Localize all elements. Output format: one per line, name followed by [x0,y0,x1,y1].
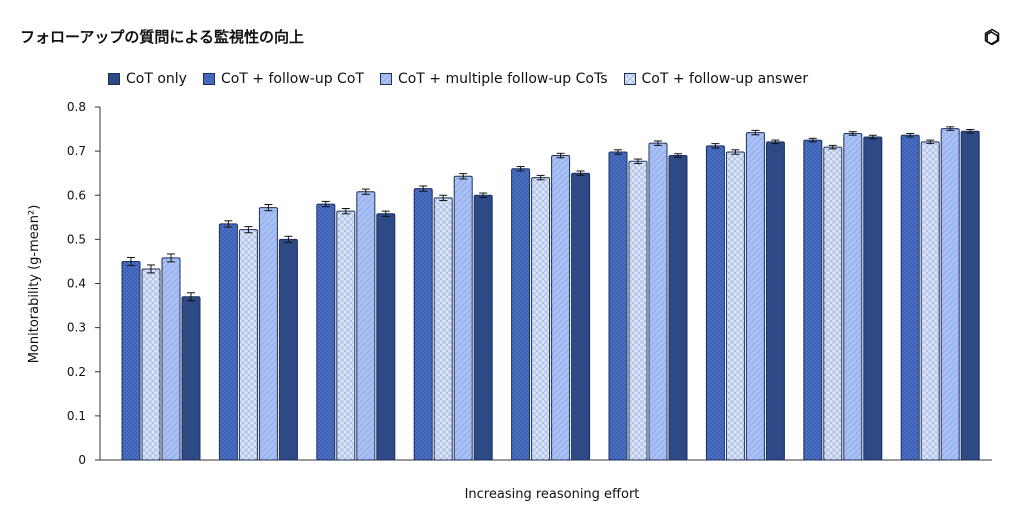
bar-cot_multiple-7 [745,132,765,461]
bar-cot_only-6 [668,155,688,461]
legend-item-cot-only: CoT only [108,71,187,87]
bar-cot_multiple-9 [940,128,960,461]
legend-item-cot-followup: CoT + follow-up CoT [202,71,364,87]
legend-swatch-cot-only [108,73,120,85]
openai-logo-icon [984,28,1000,46]
y-tick-label: 0.2 [67,365,86,379]
bar-cot_only-9 [960,130,980,461]
bar-cot_answer-6 [628,160,648,461]
legend-swatch-cot-answer [623,73,636,85]
bar-cot_multiple-2 [258,207,278,461]
bar-cot_answer-4 [433,197,453,461]
y-tick-label: 0 [78,453,86,467]
bar-cot_answer-3 [336,210,356,461]
chart-legend: CoT only CoT + follow-up CoT CoT + multi… [108,70,824,88]
bar-cot_only-3 [376,213,396,461]
y-axis-label: Monitorability (g-mean²) [27,205,42,364]
bar-cot_multiple-5 [551,155,571,461]
bar-cot_followup-4 [413,188,433,461]
legend-swatch-cot-followup [202,73,215,85]
y-tick-label: 0.5 [67,232,86,246]
x-axis-label: Increasing reasoning effort [465,487,640,502]
y-tick-label: 0.1 [67,409,86,423]
bar-cot_only-2 [278,238,298,461]
y-tick-label: 0.8 [67,100,86,114]
y-tick-label: 0.4 [67,277,86,291]
bar-cot_multiple-4 [453,175,473,461]
bar-cot_followup-5 [511,168,531,461]
bar-cot_answer-9 [920,141,940,461]
bar-cot_answer-7 [725,151,745,461]
bar-cot_multiple-8 [843,132,863,461]
chart-title: フォローアップの質問による監視性の向上 [20,28,304,46]
bar-cot_only-5 [571,172,591,461]
bar-cot_only-1 [181,296,201,461]
bar-cot_only-4 [473,194,493,461]
legend-label-cot-answer: CoT + follow-up answer [641,71,809,87]
bar-cot_answer-8 [823,146,843,461]
bar-cot_only-8 [863,136,883,461]
bar-cot_multiple-3 [356,191,376,461]
bar-cot_answer-2 [238,229,258,461]
bar-cot_only-7 [765,141,785,461]
legend-label-cot-only: CoT only [126,71,187,87]
legend-item-cot-answer: CoT + follow-up answer [623,71,809,87]
bar-cot_multiple-6 [648,142,668,461]
y-tick-label: 0.7 [67,144,86,158]
bar-cot_followup-8 [803,139,823,461]
y-tick-label: 0.6 [67,188,86,202]
bar-cot_followup-2 [218,223,238,461]
legend-label-cot-multiple: CoT + multiple follow-up CoTs [397,71,608,87]
legend-swatch-cot-multiple [379,73,392,85]
bar-cot_followup-6 [608,151,628,461]
bar-cot_answer-5 [531,177,551,461]
bar-cot_answer-1 [141,268,161,461]
bar-cot_followup-3 [316,203,336,461]
bar-cot_followup-1 [121,260,141,461]
bar-cot_followup-9 [900,134,920,461]
bar-cot_multiple-1 [161,257,181,461]
legend-item-cot-multiple: CoT + multiple follow-up CoTs [379,71,608,87]
legend-label-cot-followup: CoT + follow-up CoT [220,71,364,87]
bar-cot_followup-7 [705,145,725,461]
y-tick-label: 0.3 [67,321,86,335]
